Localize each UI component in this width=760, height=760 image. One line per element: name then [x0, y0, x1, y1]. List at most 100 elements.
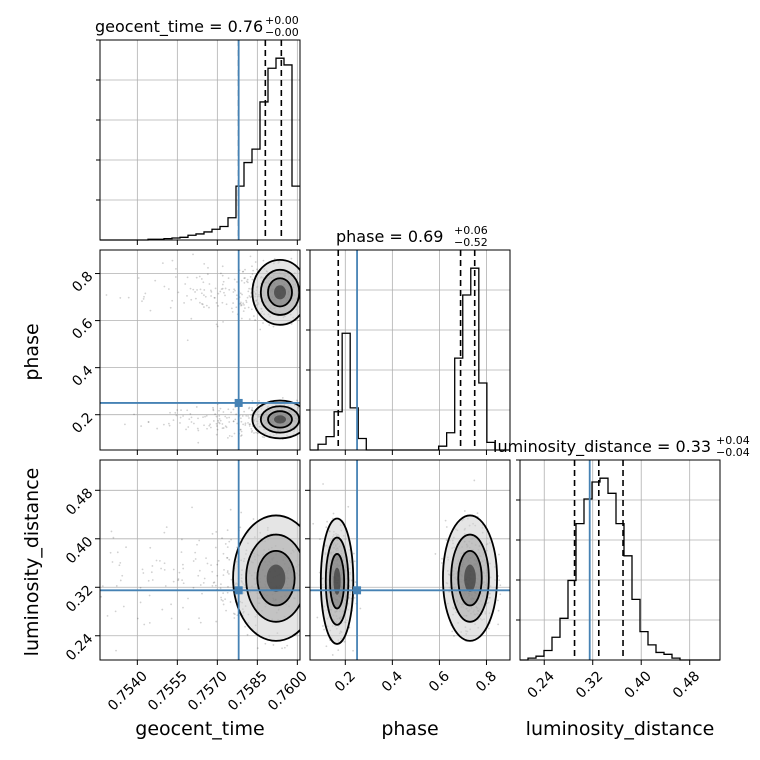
- y-tick-label: 0.4: [69, 363, 96, 390]
- sample-point: [217, 421, 220, 424]
- sample-point: [221, 537, 223, 540]
- sample-point: [177, 291, 180, 294]
- histogram-step: [520, 477, 720, 661]
- sample-point: [331, 654, 334, 656]
- sample-point: [313, 412, 315, 414]
- sample-point: [249, 296, 252, 299]
- sample-point: [221, 283, 224, 286]
- sample-point: [302, 574, 304, 576]
- sample-point: [147, 421, 150, 423]
- sample-point: [232, 420, 235, 423]
- sample-point: [210, 291, 213, 293]
- sample-point: [245, 414, 248, 417]
- sample-point: [203, 289, 206, 291]
- sample-point: [272, 325, 275, 328]
- y-tick-label: 0.24: [63, 631, 96, 664]
- sample-point: [243, 281, 246, 284]
- contour-line: [259, 268, 300, 316]
- sample-point: [240, 317, 243, 320]
- sample-point: [47, 426, 49, 428]
- sample-point: [216, 325, 219, 328]
- sample-point: [453, 635, 455, 637]
- sample-point: [319, 538, 321, 541]
- sample-point: [186, 276, 189, 279]
- sample-point: [316, 288, 318, 290]
- sample-point: [233, 278, 236, 281]
- sample-point: [222, 603, 225, 606]
- sample-point: [290, 257, 293, 260]
- sample-point: [196, 289, 198, 291]
- sample-point: [179, 416, 182, 419]
- sample-point: [121, 574, 124, 577]
- sample-point: [163, 562, 166, 565]
- sample-point: [136, 617, 139, 620]
- sample-point: [243, 304, 245, 306]
- sample-point: [240, 434, 243, 437]
- sample-point: [241, 415, 244, 417]
- x-tick-label: 0.40: [621, 668, 654, 701]
- title-luminosity-distance: luminosity_distance = 0.33 +0.04 −0.04: [493, 434, 750, 459]
- sample-point: [228, 421, 231, 423]
- sample-point: [235, 298, 238, 300]
- sample-point: [303, 416, 305, 418]
- sample-point: [101, 585, 104, 588]
- sample-point: [246, 633, 249, 636]
- sample-point: [225, 609, 227, 612]
- truth-marker: [234, 586, 243, 595]
- sample-point: [187, 426, 190, 428]
- sample-point: [133, 413, 135, 416]
- sample-point: [196, 543, 198, 546]
- sample-point: [242, 302, 245, 305]
- sample-point: [320, 611, 322, 613]
- sample-point: [170, 617, 173, 620]
- panel-frame: [99, 249, 301, 451]
- sample-point: [201, 303, 204, 306]
- sample-point: [183, 302, 185, 304]
- sample-point: [232, 302, 235, 304]
- sample-point: [222, 592, 225, 595]
- sample-point: [217, 305, 220, 307]
- sample-point: [307, 295, 309, 297]
- sample-point: [305, 273, 307, 275]
- sample-point: [161, 608, 164, 611]
- sample-point: [305, 441, 307, 443]
- sample-point: [242, 270, 245, 273]
- svg-text:−0.04: −0.04: [716, 446, 750, 459]
- sample-point: [174, 411, 177, 414]
- sample-point: [252, 518, 255, 520]
- sample-point: [218, 414, 221, 417]
- sample-point: [306, 282, 308, 284]
- sample-point: [208, 424, 211, 427]
- sample-point: [227, 585, 229, 588]
- sample-point: [210, 564, 212, 567]
- sample-point: [240, 511, 243, 514]
- sample-point: [221, 301, 224, 304]
- sample-point: [321, 414, 323, 416]
- sample-point: [203, 577, 206, 580]
- sample-point: [497, 609, 500, 612]
- sample-point: [212, 406, 214, 409]
- sample-point: [239, 302, 242, 305]
- contour-line: [324, 536, 350, 626]
- sample-point: [302, 407, 304, 409]
- sample-point: [209, 426, 212, 429]
- sample-point: [311, 412, 313, 414]
- sample-point: [137, 277, 140, 279]
- hist-panel-phase: [306, 249, 511, 455]
- sample-point: [199, 301, 201, 304]
- sample-point: [154, 279, 157, 282]
- sample-point: [323, 426, 325, 428]
- sample-point: [209, 423, 212, 426]
- sample-point: [304, 412, 306, 414]
- sample-point: [226, 546, 229, 549]
- sample-point: [259, 328, 262, 331]
- sample-point: [262, 259, 265, 262]
- sample-point: [222, 411, 225, 413]
- sample-point: [360, 636, 362, 638]
- sample-point: [182, 567, 185, 570]
- sample-point: [114, 610, 117, 613]
- sample-point: [235, 306, 238, 309]
- sample-point: [233, 288, 236, 291]
- sample-point: [221, 265, 224, 268]
- sample-point: [95, 562, 97, 564]
